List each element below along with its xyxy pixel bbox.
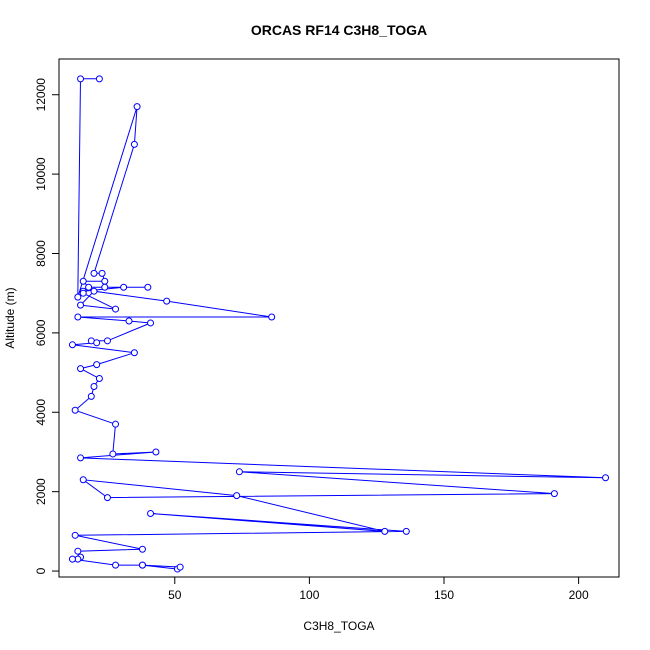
- data-point: [112, 305, 120, 313]
- y-axis-label: Altitude (m): [3, 287, 17, 348]
- data-point: [120, 283, 128, 291]
- data-point: [176, 563, 184, 571]
- x-tick-label: 50: [168, 588, 182, 602]
- data-point: [163, 297, 171, 305]
- y-tick-label: 8000: [34, 240, 48, 267]
- data-point: [235, 468, 243, 476]
- data-point: [103, 494, 111, 502]
- data-point: [77, 365, 85, 373]
- data-point: [101, 283, 109, 291]
- data-point: [90, 287, 98, 295]
- data-point: [381, 527, 389, 535]
- data-point: [152, 448, 160, 456]
- data-point: [79, 476, 87, 484]
- data-point: [147, 509, 155, 517]
- x-tick-label: 150: [434, 588, 454, 602]
- data-point: [90, 269, 98, 277]
- data-point: [144, 283, 152, 291]
- data-point: [98, 269, 106, 277]
- data-point: [101, 277, 109, 285]
- data-point: [550, 490, 558, 498]
- data-point: [93, 361, 101, 369]
- y-tick-label: 10000: [34, 157, 48, 191]
- data-point: [138, 561, 146, 569]
- data-point: [95, 75, 103, 83]
- y-tick-label: 4000: [34, 399, 48, 426]
- data-point: [71, 531, 79, 539]
- data-point: [74, 293, 82, 301]
- data-point: [79, 277, 87, 285]
- data-point: [77, 301, 85, 309]
- series-line: [72, 78, 606, 570]
- data-point: [130, 140, 138, 148]
- data-point: [112, 561, 120, 569]
- data-point: [79, 289, 87, 297]
- data-point: [130, 349, 138, 357]
- data-point: [133, 103, 141, 111]
- data-point: [90, 382, 98, 390]
- data-point: [87, 392, 95, 400]
- data-point: [109, 450, 117, 458]
- y-tick-label: 2000: [34, 478, 48, 505]
- data-series: [68, 75, 610, 573]
- data-point: [68, 341, 76, 349]
- chart-title: ORCAS RF14 C3H8_TOGA: [251, 22, 427, 38]
- data-point: [77, 454, 85, 462]
- y-axis: 0 2000 4000 6000 8000 10000 12000: [34, 78, 60, 574]
- data-point: [74, 313, 82, 321]
- data-point: [268, 313, 276, 321]
- x-axis-label: C3H8_TOGA: [303, 619, 374, 633]
- y-tick-label: 6000: [34, 319, 48, 346]
- data-point: [147, 319, 155, 327]
- data-point: [112, 420, 120, 428]
- data-point: [74, 547, 82, 555]
- data-point: [103, 337, 111, 345]
- x-axis: 50 100 150 200: [168, 576, 589, 602]
- y-tick-label: 12000: [34, 78, 48, 112]
- data-point: [85, 283, 93, 291]
- data-point: [602, 474, 610, 482]
- data-point: [233, 492, 241, 500]
- data-point: [77, 75, 85, 83]
- x-tick-label: 200: [569, 588, 589, 602]
- data-point: [93, 339, 101, 347]
- data-point: [95, 375, 103, 383]
- y-tick-label: 0: [34, 567, 48, 574]
- data-point: [125, 317, 133, 325]
- data-point: [68, 555, 76, 563]
- data-point: [71, 406, 79, 414]
- x-tick-label: 100: [299, 588, 319, 602]
- data-point: [402, 527, 410, 535]
- data-point: [138, 545, 146, 553]
